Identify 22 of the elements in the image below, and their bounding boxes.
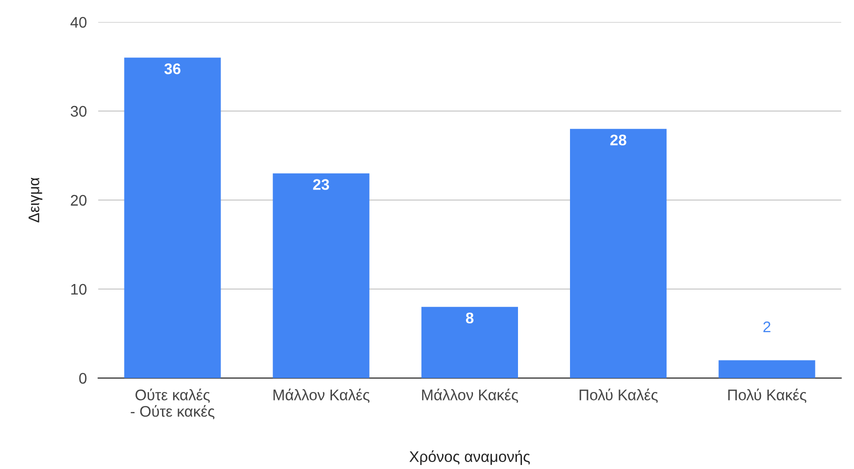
bar	[718, 360, 816, 378]
y-tick-label: 30	[70, 106, 87, 117]
x-tick-label: Πολύ Καλές	[580, 388, 658, 403]
y-axis-title: Δειγμα	[28, 178, 42, 222]
data-label: 28	[610, 134, 626, 146]
y-tick-label: 0	[79, 372, 86, 384]
bar	[421, 306, 518, 378]
bar	[124, 58, 221, 378]
bar	[272, 173, 370, 378]
data-label: 2	[763, 321, 770, 332]
x-tick-label: Πολύ Κακές	[728, 388, 806, 403]
data-label: 36	[164, 63, 180, 74]
x-tick-label: Μάλλον Κακές	[422, 388, 518, 403]
data-label: 8	[466, 312, 474, 324]
x-tick-label: Μάλλον Καλές	[274, 388, 370, 403]
data-label: 23	[313, 179, 330, 190]
x-tick-label: Ούτε καλές - Ούτε κακές	[130, 388, 214, 420]
y-tick-label: 20	[70, 194, 87, 206]
y-tick-label: 10	[71, 284, 87, 295]
x-axis-title: Χρόνος αναμονής	[409, 450, 530, 466]
bar	[570, 128, 667, 378]
y-tick-label: 40	[70, 16, 87, 28]
